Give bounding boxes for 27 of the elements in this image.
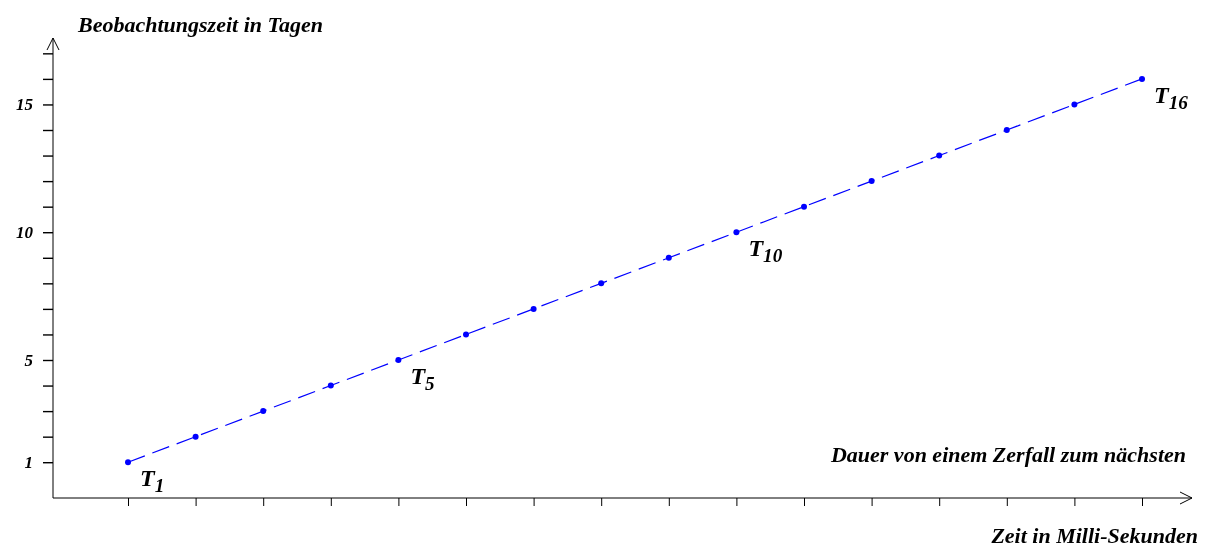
point (1003, 127, 1010, 133)
data-label: T$_{1}$ (140, 465, 165, 496)
x-axis-title: Zeit in Milli-Sekunden (990, 523, 1198, 548)
point (665, 254, 672, 261)
point (1139, 75, 1145, 82)
point (327, 382, 334, 389)
point (1071, 101, 1078, 108)
point (125, 459, 131, 466)
point (936, 152, 943, 159)
annotation: Dauer von einem Zerfall zum nächsten (829, 442, 1186, 467)
point (463, 331, 469, 338)
data-label: T$_{10}$ (748, 235, 783, 266)
point (260, 408, 267, 415)
y-tick-label: 5 (24, 350, 34, 370)
point (395, 357, 402, 363)
point (801, 203, 807, 210)
y-axis-title: Beobachtungszeit in Tagen (77, 12, 323, 37)
y-tick-label: 10 (16, 223, 34, 243)
y-tick-label: 1 (24, 453, 33, 473)
data-label: T$_{5}$ (410, 363, 436, 394)
point (192, 433, 199, 440)
data-label: T$_{16}$ (1154, 81, 1189, 113)
point (733, 229, 740, 236)
point (598, 280, 605, 287)
y-tick-label: 15 (16, 95, 34, 115)
point (530, 305, 537, 312)
point (868, 178, 875, 185)
